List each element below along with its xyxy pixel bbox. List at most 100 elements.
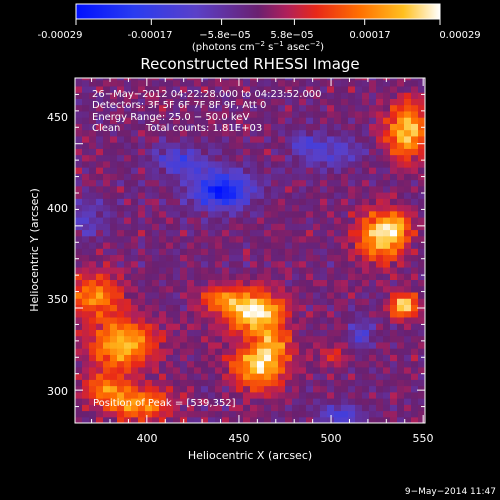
heatmap-cell xyxy=(222,379,230,387)
heatmap-cell xyxy=(110,341,118,349)
heatmap-cell xyxy=(103,391,111,399)
heatmap-cell xyxy=(376,85,384,93)
heatmap-cell xyxy=(222,129,230,137)
heatmap-cell xyxy=(264,123,272,131)
heatmap-cell xyxy=(355,79,363,87)
heatmap-cell xyxy=(313,160,321,168)
heatmap-cell xyxy=(82,117,90,124)
heatmap-cell xyxy=(257,398,265,405)
heatmap-cell xyxy=(243,185,251,193)
heatmap-cell xyxy=(159,173,167,181)
heatmap-cell xyxy=(264,148,272,156)
heatmap-cell xyxy=(397,241,405,249)
heatmap-cell xyxy=(89,235,97,243)
heatmap-cell xyxy=(341,235,349,243)
heatmap-cell xyxy=(292,129,300,137)
heatmap-cell xyxy=(355,410,363,418)
heatmap-cell xyxy=(103,398,111,405)
heatmap-cell xyxy=(306,279,314,287)
heatmap-cell xyxy=(250,78,258,81)
heatmap-cell xyxy=(355,341,363,349)
heatmap-cell xyxy=(201,92,209,99)
heatmap-cell xyxy=(152,129,160,137)
heatmap-cell xyxy=(110,148,118,156)
heatmap-cell xyxy=(383,335,391,343)
heatmap-cell xyxy=(292,298,300,305)
heatmap-cell xyxy=(397,185,405,193)
heatmap-cell xyxy=(362,154,370,162)
heatmap-cell xyxy=(75,254,83,262)
heatmap-cell xyxy=(306,316,314,324)
heatmap-cell xyxy=(117,98,125,106)
heatmap-cell xyxy=(271,354,279,362)
heatmap-cell xyxy=(348,329,356,337)
heatmap-cell xyxy=(362,341,370,349)
heatmap-cell xyxy=(124,241,132,249)
heatmap-cell xyxy=(243,291,251,299)
heatmap-cell xyxy=(306,298,314,305)
heatmap-cell xyxy=(369,92,377,99)
heatmap-cell xyxy=(152,167,160,174)
heatmap-cell xyxy=(376,291,384,299)
heatmap-cell xyxy=(208,192,216,199)
heatmap-cell xyxy=(243,123,251,131)
heatmap-cell xyxy=(215,310,223,318)
heatmap-cell xyxy=(215,92,223,99)
heatmap-cell xyxy=(236,154,244,162)
heatmap-cell xyxy=(96,366,104,374)
heatmap-cell xyxy=(278,391,286,399)
heatmap-cell xyxy=(222,298,230,305)
heatmap-cell xyxy=(124,398,132,405)
heatmap-cell xyxy=(278,235,286,243)
heatmap-cell xyxy=(166,135,174,143)
heatmap-cell xyxy=(215,154,223,162)
heatmap-cell xyxy=(369,416,377,423)
heatmap-cell xyxy=(173,291,181,299)
heatmap-cell xyxy=(222,260,230,268)
heatmap-cell xyxy=(369,298,377,305)
heatmap-cell xyxy=(173,154,181,162)
heatmap-cell xyxy=(82,223,90,231)
heatmap-cell xyxy=(215,117,223,124)
heatmap-cell xyxy=(110,279,118,287)
heatmap-cell xyxy=(334,104,342,112)
heatmap-cell xyxy=(369,335,377,343)
heatmap-cell xyxy=(418,142,425,149)
heatmap-cell xyxy=(390,335,398,343)
heatmap-cell xyxy=(159,416,167,423)
heatmap-cell xyxy=(208,316,216,324)
heatmap-cell xyxy=(250,223,258,231)
heatmap-cell xyxy=(124,323,132,330)
heatmap-cell xyxy=(404,135,412,143)
heatmap-cell xyxy=(362,348,370,355)
heatmap-cell xyxy=(271,85,279,93)
heatmap-cell xyxy=(215,398,223,405)
heatmap-cell xyxy=(89,291,97,299)
heatmap-cell xyxy=(187,310,195,318)
heatmap-cell xyxy=(138,173,146,181)
heatmap-cell xyxy=(271,123,279,131)
heatmap-cell xyxy=(355,154,363,162)
heatmap-cell xyxy=(75,279,83,287)
heatmap-cell xyxy=(222,273,230,281)
heatmap-cell xyxy=(355,241,363,249)
heatmap-cell xyxy=(166,98,174,106)
heatmap-cell xyxy=(138,285,146,293)
info-counts: Total counts: 1.81E+03 xyxy=(145,123,262,134)
heatmap-cell xyxy=(222,135,230,143)
heatmap-cell xyxy=(145,135,153,143)
heatmap-cell xyxy=(418,79,425,87)
heatmap-cell xyxy=(376,248,384,256)
heatmap-cell xyxy=(173,79,181,87)
heatmap-cell xyxy=(313,79,321,87)
heatmap-cell xyxy=(138,304,146,312)
heatmap-cell xyxy=(257,285,265,293)
heatmap-cell xyxy=(138,167,146,174)
heatmap-cell xyxy=(89,204,97,212)
heatmap-cell xyxy=(75,160,83,168)
heatmap-cell xyxy=(96,273,104,281)
heatmap-cell xyxy=(145,241,153,249)
heatmap-cell xyxy=(320,154,328,162)
heatmap-cell xyxy=(138,348,146,355)
heatmap-cell xyxy=(166,241,174,249)
